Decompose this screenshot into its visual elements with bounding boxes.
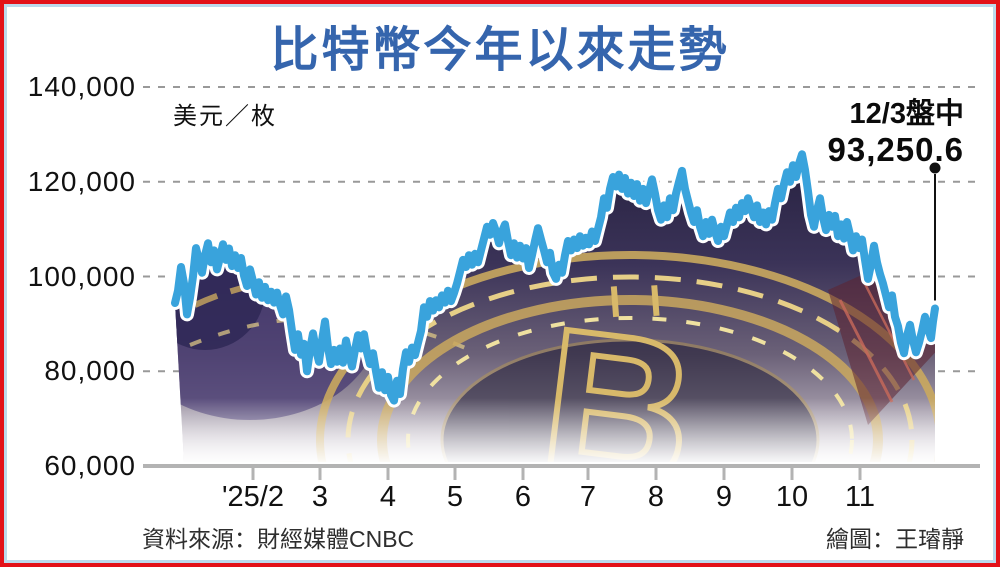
photo-bottom-fade xyxy=(175,398,935,463)
source-note: 資料來源：財經媒體CNBC xyxy=(142,526,415,552)
annotation-value: 93,250.6 xyxy=(827,131,964,168)
x-axis-tick-label: 9 xyxy=(715,481,733,513)
y-axis-tick-label: 60,000 xyxy=(44,450,136,481)
y-axis-unit-label: 美元／枚 xyxy=(173,103,277,130)
maroon-line xyxy=(860,277,916,381)
x-axis-tick-label: 7 xyxy=(579,481,597,513)
x-axis-tick-label: 8 xyxy=(647,481,665,513)
bitcoin-symbol-bar xyxy=(610,286,620,318)
x-axis-tick-label: '25/2 xyxy=(222,481,284,513)
gold-arc xyxy=(189,315,471,352)
y-axis-tick-label: 120,000 xyxy=(27,165,136,197)
y-axis-tick-label: 140,000 xyxy=(27,71,136,102)
x-axis-tick-label: 6 xyxy=(514,481,532,513)
x-axis-tick-label: 10 xyxy=(775,481,809,513)
y-axis-tick-label: 100,000 xyxy=(27,260,136,292)
last-price-annotation: 12/3盤中 93,250.6 xyxy=(828,98,964,168)
x-axis-tick-label: 3 xyxy=(311,481,329,513)
chart-title: 比特幣今年以來走勢 xyxy=(270,24,730,77)
maroon-line xyxy=(838,299,894,403)
annotation-date: 12/3盤中 xyxy=(849,98,964,130)
x-axis-tick-label: 5 xyxy=(446,481,464,513)
bitcoin-symbol-bar xyxy=(651,285,660,317)
x-axis-tick-label: 4 xyxy=(379,481,397,513)
annotation-dot xyxy=(929,162,941,174)
price-line xyxy=(171,150,939,405)
y-axis-tick-label: 80,000 xyxy=(44,355,136,387)
credit-note: 繪圖：王璿靜 xyxy=(826,526,964,552)
x-axis-tick-label: 11 xyxy=(844,481,876,513)
